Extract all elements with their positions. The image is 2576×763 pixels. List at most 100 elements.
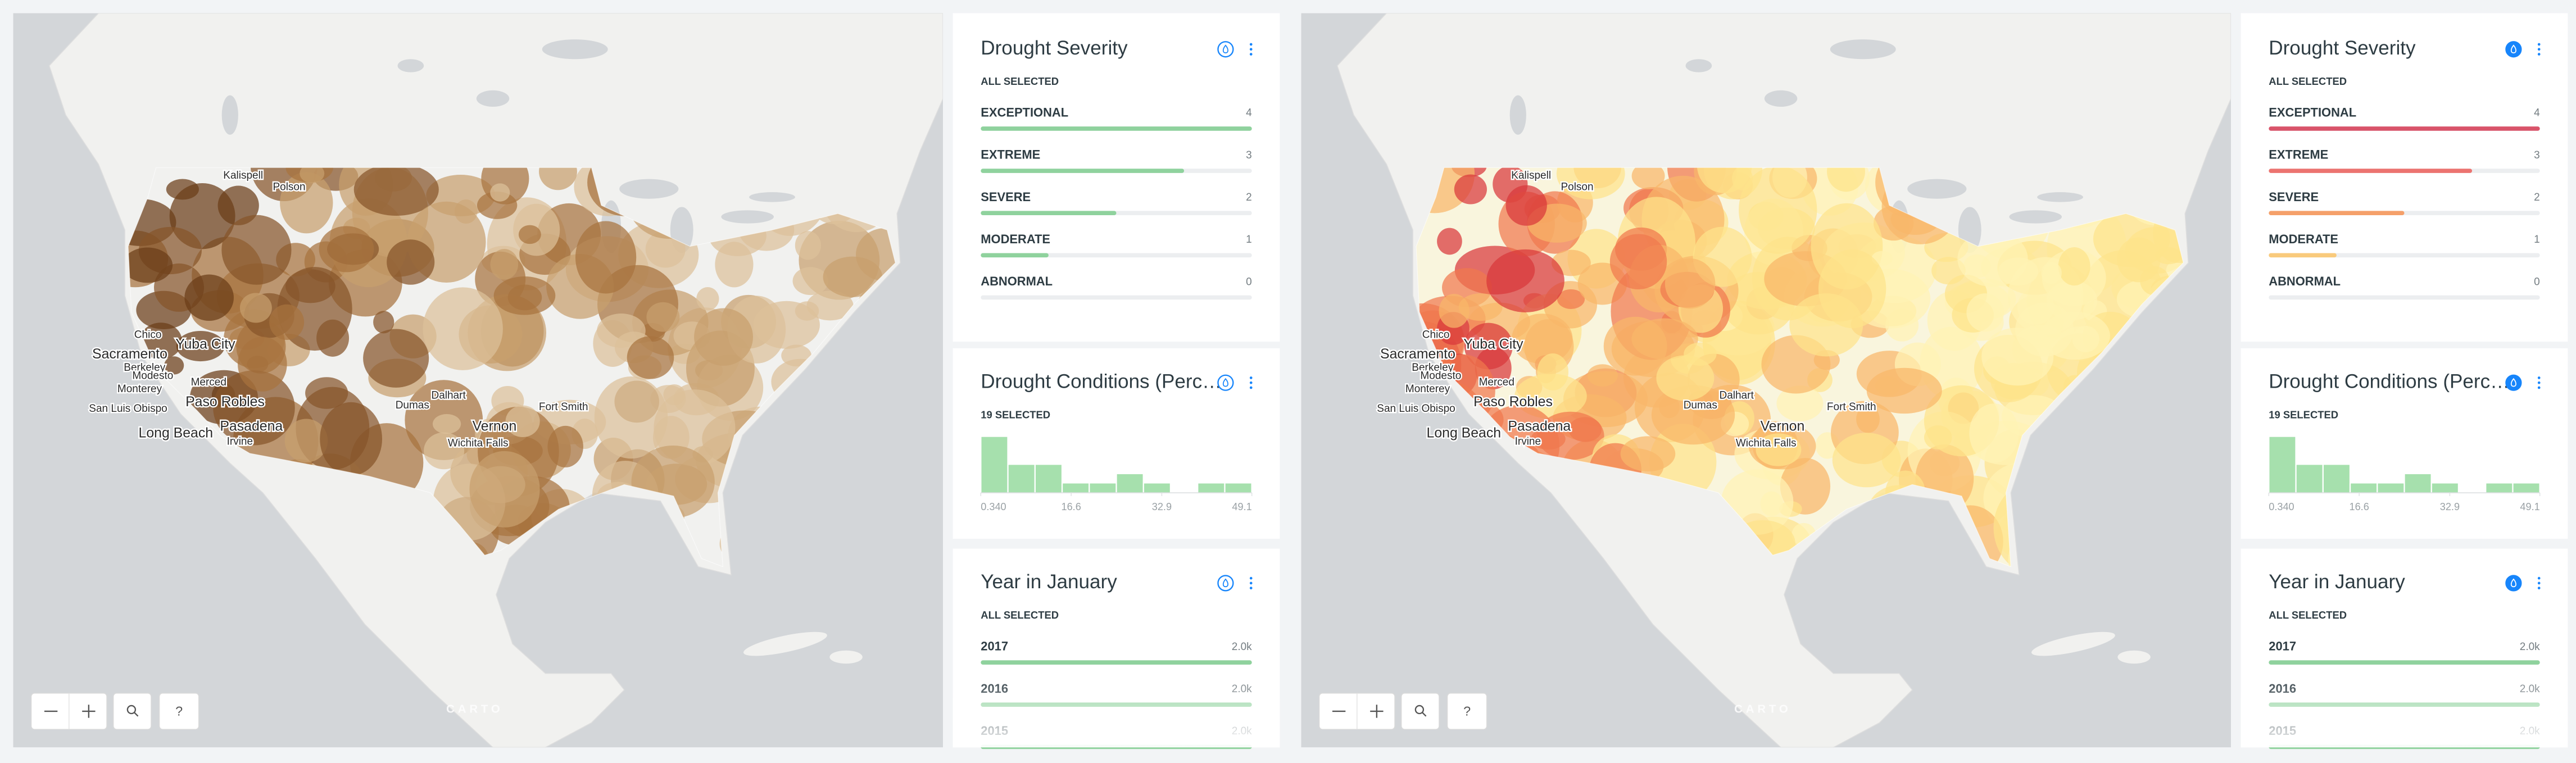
city-label: Vernon xyxy=(1761,419,1805,434)
category-bar[interactable] xyxy=(981,169,1185,173)
category-bar[interactable] xyxy=(2269,253,2337,258)
histogram-bar[interactable] xyxy=(2351,483,2377,493)
city-label: Paso Robles xyxy=(185,394,265,410)
help-button[interactable] xyxy=(1446,693,1487,730)
category-bar[interactable] xyxy=(2269,211,2405,215)
widget-color-toggle[interactable] xyxy=(2505,575,2522,592)
options-dot[interactable] xyxy=(1249,582,1253,585)
category-label[interactable]: EXTREME xyxy=(981,148,1040,162)
options-dot[interactable] xyxy=(1249,48,1253,51)
category-label[interactable]: EXTREME xyxy=(2269,148,2328,162)
help-button[interactable] xyxy=(158,693,199,730)
city-label: Merced xyxy=(1479,376,1514,388)
map-lake xyxy=(1685,59,1712,72)
drought-area xyxy=(1439,293,1470,328)
histogram-bar[interactable] xyxy=(2269,437,2296,493)
category-bar[interactable] xyxy=(981,211,1117,215)
city-label: Dumas xyxy=(396,399,429,411)
histogram-bar[interactable] xyxy=(1144,483,1170,493)
options-dot[interactable] xyxy=(2537,381,2541,384)
map-land-island xyxy=(743,632,827,656)
drought-area xyxy=(696,287,719,311)
widget-color-toggle[interactable] xyxy=(1217,41,1234,58)
help-label[interactable]: ? xyxy=(1463,704,1471,719)
category-label[interactable]: 2017 xyxy=(981,639,1008,653)
category-bar[interactable] xyxy=(981,253,1049,258)
drought-area xyxy=(1609,234,1667,290)
city-label: Berkeley xyxy=(124,362,165,374)
drought-area xyxy=(856,228,896,281)
category-label[interactable]: EXCEPTIONAL xyxy=(981,106,1068,120)
histogram-bar[interactable] xyxy=(1090,483,1116,493)
widget-color-toggle[interactable] xyxy=(2505,41,2522,58)
map-land-island xyxy=(2031,632,2115,656)
widget-status: ALL SELECTED xyxy=(2269,609,2347,621)
histogram-bar[interactable] xyxy=(2486,483,2512,493)
histogram-bar[interactable] xyxy=(1117,474,1143,493)
widget-status: ALL SELECTED xyxy=(981,609,1059,621)
histogram-bar[interactable] xyxy=(1063,483,1089,493)
help-label[interactable]: ? xyxy=(175,704,183,719)
search-icon xyxy=(1414,705,1425,715)
category-count: 2.0k xyxy=(1232,641,1252,653)
drought-area xyxy=(221,215,292,285)
category-count: 2 xyxy=(2534,192,2540,203)
histogram-bar[interactable] xyxy=(2405,474,2431,493)
category-bar[interactable] xyxy=(2269,126,2540,131)
city-label: Wichita Falls xyxy=(1736,437,1797,449)
histogram-bar[interactable] xyxy=(1035,465,1062,493)
city-label: Long Beach xyxy=(1427,425,1502,440)
city-label: Modesto xyxy=(1420,370,1461,382)
category-label[interactable]: ABNORMAL xyxy=(981,274,1053,288)
options-dot[interactable] xyxy=(1249,381,1253,384)
histogram-bar[interactable] xyxy=(2432,483,2458,493)
histogram-bar[interactable] xyxy=(1008,465,1035,493)
category-label[interactable]: SEVERE xyxy=(981,190,1031,204)
widget-color-toggle[interactable] xyxy=(1217,374,1234,391)
options-dot[interactable] xyxy=(2537,582,2541,585)
category-count: 2.0k xyxy=(2520,641,2540,653)
category-bar[interactable] xyxy=(981,660,1252,665)
drought-area xyxy=(1776,385,1824,421)
histogram-bar[interactable] xyxy=(2296,465,2323,493)
histogram-bar[interactable] xyxy=(1225,483,1251,493)
drought-area xyxy=(1568,417,1602,442)
map-land-island xyxy=(2117,650,2151,664)
options-dot[interactable] xyxy=(2537,48,2541,51)
x-tick-label: 49.1 xyxy=(1232,501,1251,512)
drought-area xyxy=(1856,405,1880,433)
category-label[interactable]: SEVERE xyxy=(2269,190,2319,204)
drought-area xyxy=(1537,353,1568,390)
category-bar[interactable] xyxy=(2269,660,2540,665)
map-lake xyxy=(1764,90,1798,107)
map-lake xyxy=(749,192,795,202)
zoom-in-button[interactable] xyxy=(82,705,96,718)
drop-icon xyxy=(2510,578,2516,588)
search-button[interactable] xyxy=(1400,693,1440,730)
category-label[interactable]: ABNORMAL xyxy=(2269,274,2341,288)
category-label[interactable]: MODERATE xyxy=(2269,232,2338,246)
histogram-bar[interactable] xyxy=(2513,483,2539,493)
widget-color-toggle[interactable] xyxy=(1217,575,1234,592)
search-button[interactable] xyxy=(112,693,152,730)
category-bar[interactable] xyxy=(981,126,1252,131)
category-bar[interactable] xyxy=(2269,169,2473,173)
map-lake xyxy=(1830,39,1896,60)
zoom-in-button[interactable] xyxy=(1370,705,1384,718)
drought-area xyxy=(387,239,435,285)
category-label[interactable]: MODERATE xyxy=(981,232,1050,246)
drought-area xyxy=(575,221,637,294)
histogram-bar[interactable] xyxy=(1198,483,1224,493)
histogram-bar[interactable] xyxy=(2323,465,2350,493)
drought-area xyxy=(594,376,668,459)
drop-icon xyxy=(2510,44,2516,54)
category-label[interactable]: EXCEPTIONAL xyxy=(2269,106,2356,120)
drought-area xyxy=(1557,289,1585,309)
histogram-bar[interactable] xyxy=(981,437,1008,493)
widget-color-toggle[interactable] xyxy=(2505,374,2522,391)
map-lake xyxy=(1509,95,1526,135)
category-label[interactable]: 2017 xyxy=(2269,639,2296,653)
histogram-bar[interactable] xyxy=(2378,483,2404,493)
options-dot xyxy=(1249,386,1253,389)
